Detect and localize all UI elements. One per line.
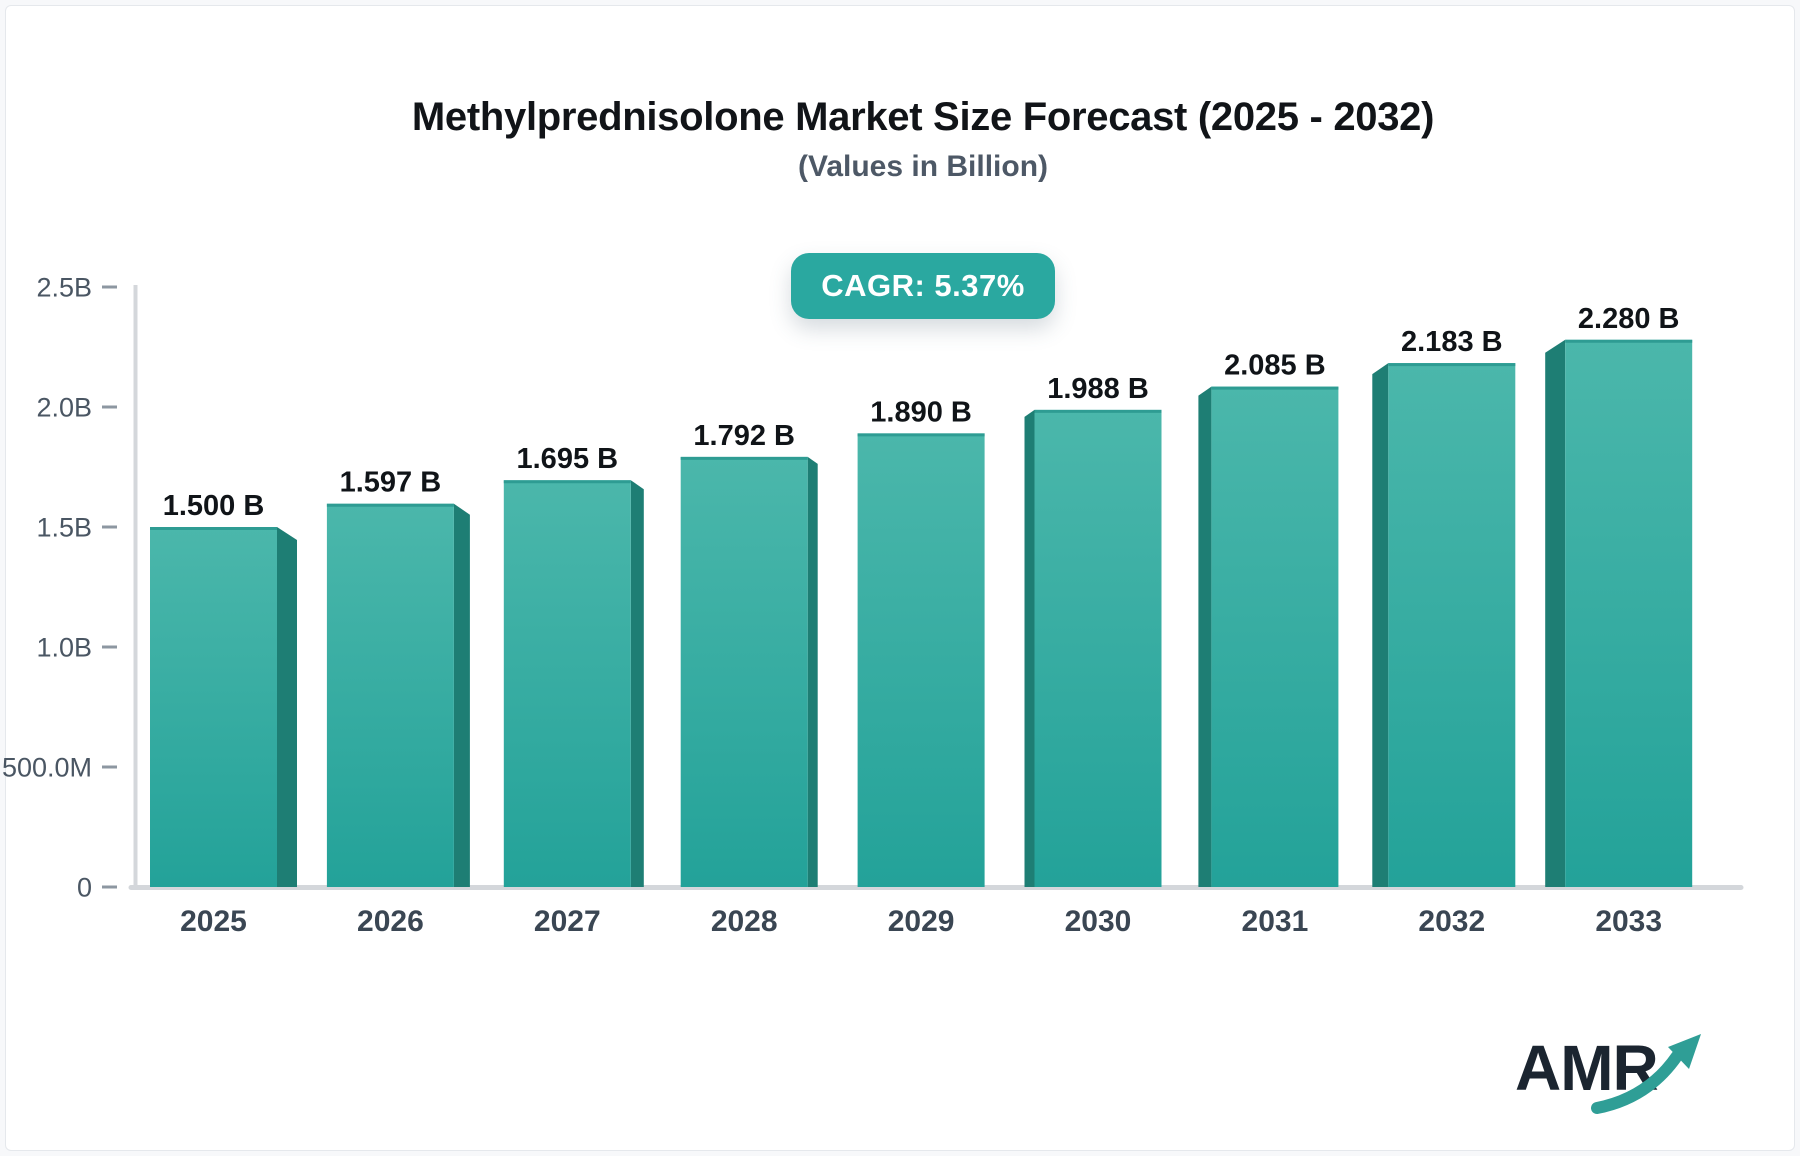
- bar-2027: 1.695 B 2027: [503, 443, 644, 938]
- bar-side-face: [807, 456, 818, 887]
- bar-front-face: [326, 503, 454, 887]
- bar-side-face: [277, 527, 297, 887]
- cagr-badge: CAGR: 5.37%: [791, 253, 1055, 319]
- bar-2026: 1.597 B 2026: [326, 467, 470, 938]
- chart-header: Methylprednisolone Market Size Forecast …: [46, 93, 1800, 185]
- x-axis-label: 2028: [711, 905, 778, 938]
- x-axis-label: 2031: [1242, 905, 1309, 938]
- growth-arrow-icon: [1591, 1050, 1683, 1114]
- bar-value-label: 1.500 B: [163, 490, 265, 522]
- bar-2031: 2.085 B 2031: [1198, 350, 1339, 938]
- bar-side-face: [1024, 409, 1035, 887]
- bar-front-face: [680, 456, 808, 887]
- bar-value-label: 1.890 B: [870, 396, 972, 428]
- bar-front-face: [1565, 339, 1693, 887]
- bar-front-face: [1388, 363, 1516, 888]
- bar-2030: 1.988 B 2030: [1024, 373, 1162, 938]
- bar-front-face: [1211, 386, 1339, 887]
- bar-value-label: 1.792 B: [693, 420, 795, 452]
- bar-2033: 2.280 B 2033: [1545, 303, 1693, 938]
- y-axis-tick-label: 1.0B: [36, 632, 92, 662]
- bar-value-label: 2.280 B: [1578, 303, 1680, 335]
- bar-side-face: [630, 480, 644, 887]
- y-axis-tick-label: 0: [77, 872, 92, 902]
- chart-title: Methylprednisolone Market Size Forecast …: [411, 95, 1435, 139]
- bar-value-label: 1.988 B: [1047, 373, 1149, 405]
- bar-2025: 1.500 B 2025: [150, 490, 297, 938]
- x-axis-label: 2029: [888, 905, 955, 938]
- bar-value-label: 1.695 B: [517, 443, 619, 475]
- x-axis-label: 2025: [180, 905, 247, 938]
- x-axis-label: 2026: [357, 905, 424, 938]
- bar-2029: 1.890 B 2029: [857, 396, 985, 938]
- x-axis-label: 2033: [1595, 905, 1662, 938]
- y-axis-tick-label: 1.5B: [36, 512, 92, 542]
- bar-side-face: [1372, 363, 1389, 888]
- bar-front-face: [857, 433, 985, 887]
- x-axis-label: 2030: [1065, 905, 1132, 938]
- bar-value-label: 1.597 B: [340, 467, 442, 499]
- y-axis-tick-label: 2.0B: [36, 392, 92, 422]
- x-axis-label: 2027: [534, 905, 601, 938]
- chart-subtitle: (Values in Billion): [797, 150, 1049, 183]
- y-axis-tick-label: 2.5B: [36, 272, 92, 302]
- bar-2032: 2.183 B 2032: [1372, 326, 1516, 938]
- bar-front-face: [1034, 409, 1162, 887]
- bar-side-face: [1545, 339, 1566, 887]
- amr-logo: AMR: [1515, 1032, 1701, 1114]
- bar-front-face: [150, 527, 277, 887]
- bar-value-label: 2.183 B: [1401, 326, 1503, 358]
- bar-value-label: 2.085 B: [1224, 350, 1326, 382]
- bar-front-face: [503, 480, 631, 887]
- bar-side-face: [453, 503, 470, 887]
- bar-side-face: [1198, 386, 1212, 887]
- badge-row: CAGR: 5.37%: [46, 253, 1800, 319]
- y-axis-tick-label: 500.0M: [2, 752, 92, 782]
- x-axis-label: 2032: [1418, 905, 1485, 938]
- bar-2028: 1.792 B 2028: [680, 420, 818, 938]
- growth-arrow-head-icon: [1668, 1034, 1701, 1069]
